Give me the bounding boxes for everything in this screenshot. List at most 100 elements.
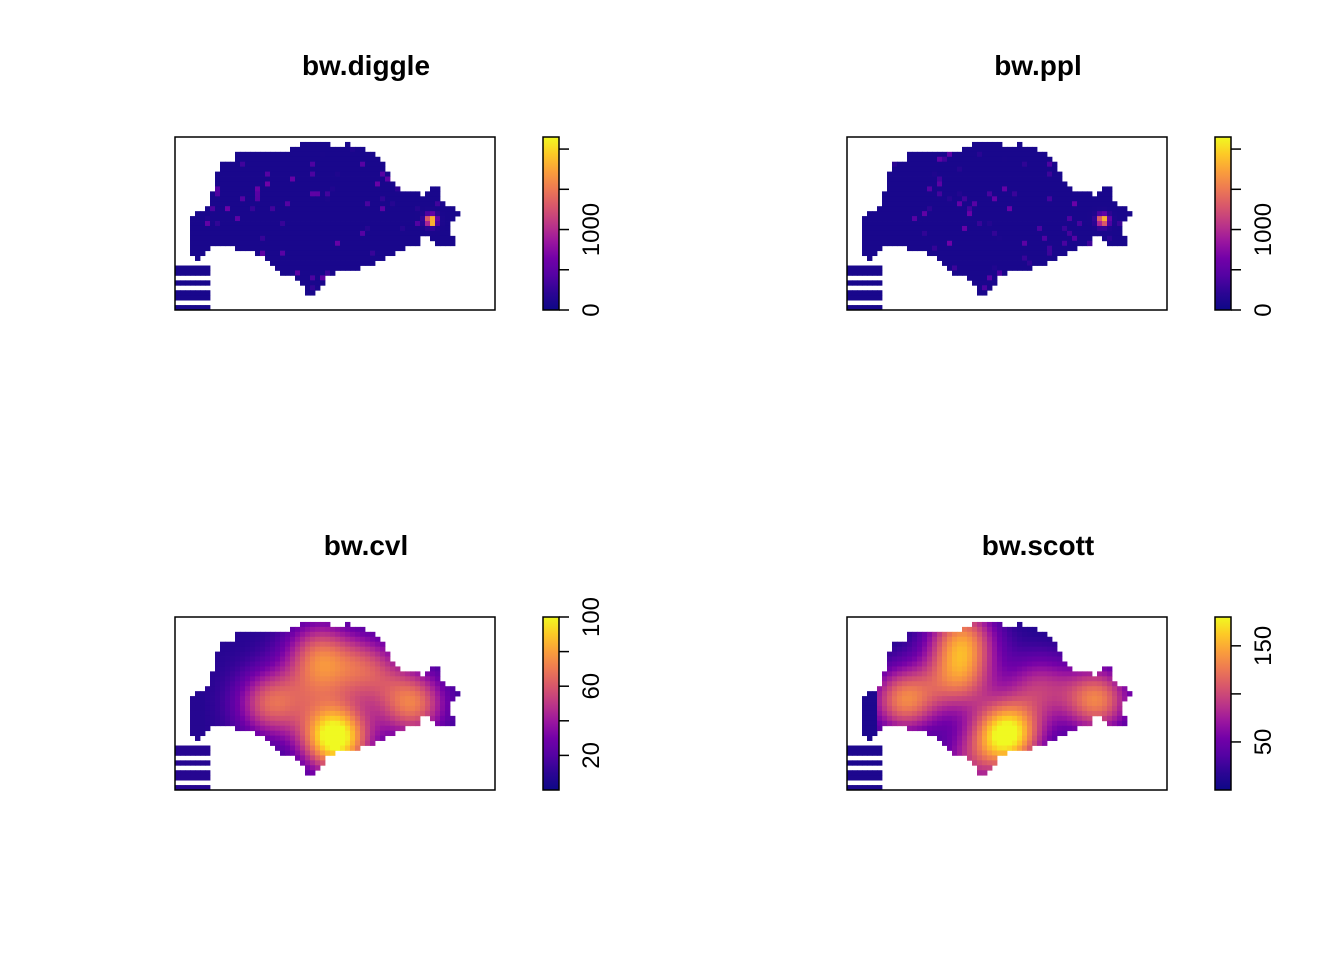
heatmap-cell <box>1032 691 1038 697</box>
heatmap-cell <box>1027 626 1033 633</box>
heatmap-cell <box>1017 696 1023 702</box>
heatmap-cell <box>1042 166 1048 172</box>
heatmap-cell <box>1052 166 1058 172</box>
heatmap-cell <box>245 230 251 237</box>
heatmap-cell <box>867 705 873 712</box>
heatmap-cell <box>962 720 968 727</box>
heatmap-cell <box>852 745 858 751</box>
heatmap-cell <box>952 270 958 276</box>
heatmap-cell <box>1012 191 1018 197</box>
heatmap-cell <box>320 710 326 717</box>
heatmap-cell <box>972 166 978 172</box>
heatmap-cell <box>1107 671 1113 677</box>
heatmap-cell <box>305 626 311 633</box>
heatmap-cell <box>877 725 883 732</box>
heatmap-cell <box>1037 171 1043 177</box>
heatmap-cell <box>285 710 291 717</box>
heatmap-cell <box>295 221 301 227</box>
heatmap-cell <box>450 206 456 212</box>
heatmap-cell <box>1022 696 1028 702</box>
heatmap-cell <box>260 221 266 227</box>
heatmap-cell <box>405 691 411 697</box>
heatmap-cell <box>360 636 366 643</box>
heatmap-cell <box>245 186 251 192</box>
heatmap-cell <box>942 710 948 717</box>
heatmap-cell <box>1072 211 1078 217</box>
heatmap-cell <box>175 295 181 301</box>
heatmap-cell <box>390 206 396 212</box>
heatmap-cell <box>405 206 411 212</box>
heatmap-cell <box>335 681 341 687</box>
heatmap-cell <box>1072 206 1078 212</box>
heatmap-cell <box>440 235 446 242</box>
heatmap-cell <box>330 696 336 702</box>
heatmap-cell <box>315 626 321 633</box>
heatmap-cell <box>295 230 301 237</box>
heatmap-cell <box>415 206 421 212</box>
heatmap-cell <box>1042 216 1048 222</box>
heatmap-cell <box>265 636 271 643</box>
heatmap-cell <box>290 681 296 687</box>
heatmap-cell <box>1037 216 1043 222</box>
heatmap-cell <box>310 691 316 697</box>
heatmap-cell <box>290 666 296 672</box>
heatmap-cell <box>410 221 416 227</box>
heatmap-cell <box>310 245 316 252</box>
heatmap-cell <box>200 211 206 217</box>
heatmap-cell <box>280 651 286 657</box>
heatmap-cell <box>937 735 943 741</box>
heatmap-cell <box>1062 725 1068 732</box>
heatmap-cell <box>235 666 241 672</box>
heatmap-cell <box>877 775 883 781</box>
heatmap-cell <box>1007 636 1013 643</box>
heatmap-cell <box>902 666 908 672</box>
heatmap-cell <box>982 176 988 182</box>
heatmap-cell <box>330 151 336 158</box>
heatmap-cell <box>355 171 361 177</box>
heatmap-cell <box>957 696 963 702</box>
heatmap-cell <box>255 191 261 197</box>
heatmap-cell <box>240 216 246 222</box>
heatmap-cell <box>992 730 998 737</box>
heatmap-cell <box>937 715 943 722</box>
heatmap-cell <box>992 760 998 766</box>
heatmap-cell <box>962 715 968 722</box>
heatmap-cell <box>962 641 968 648</box>
heatmap-cell <box>195 250 201 257</box>
heatmap-cell <box>1102 691 1108 697</box>
heatmap-cell <box>265 166 271 172</box>
heatmap-cell <box>265 225 271 232</box>
heatmap-cell <box>1087 211 1093 217</box>
heatmap-cell <box>1007 216 1013 222</box>
heatmap-cell <box>375 725 381 732</box>
heatmap-cell <box>300 750 306 756</box>
heatmap-cell <box>942 181 948 187</box>
heatmap-cell <box>987 206 993 212</box>
heatmap-cell <box>195 211 201 217</box>
heatmap-cell <box>1102 686 1108 692</box>
heatmap-cell <box>380 245 386 252</box>
heatmap-cell <box>225 196 231 202</box>
heatmap-cell <box>987 621 993 628</box>
heatmap-cell <box>250 710 256 717</box>
heatmap-cell <box>962 710 968 717</box>
heatmap-cell <box>1002 730 1008 737</box>
heatmap-cell <box>852 290 858 296</box>
heatmap-cell <box>250 661 256 667</box>
heatmap-cell <box>380 730 386 737</box>
heatmap-cell <box>355 216 361 222</box>
heatmap-cell <box>982 196 988 202</box>
heatmap-cell <box>195 265 201 271</box>
heatmap-cell <box>922 710 928 717</box>
heatmap-cell <box>987 151 993 158</box>
heatmap-cell <box>907 191 913 197</box>
heatmap-cell <box>255 656 261 662</box>
heatmap-cell <box>1062 181 1068 187</box>
heatmap-cell <box>355 641 361 648</box>
heatmap-cell <box>275 255 281 261</box>
heatmap-cell <box>285 156 291 163</box>
heatmap-cell <box>200 725 206 732</box>
heatmap-cell <box>1057 235 1063 242</box>
heatmap-cell <box>345 260 351 266</box>
heatmap-cell <box>902 656 908 662</box>
